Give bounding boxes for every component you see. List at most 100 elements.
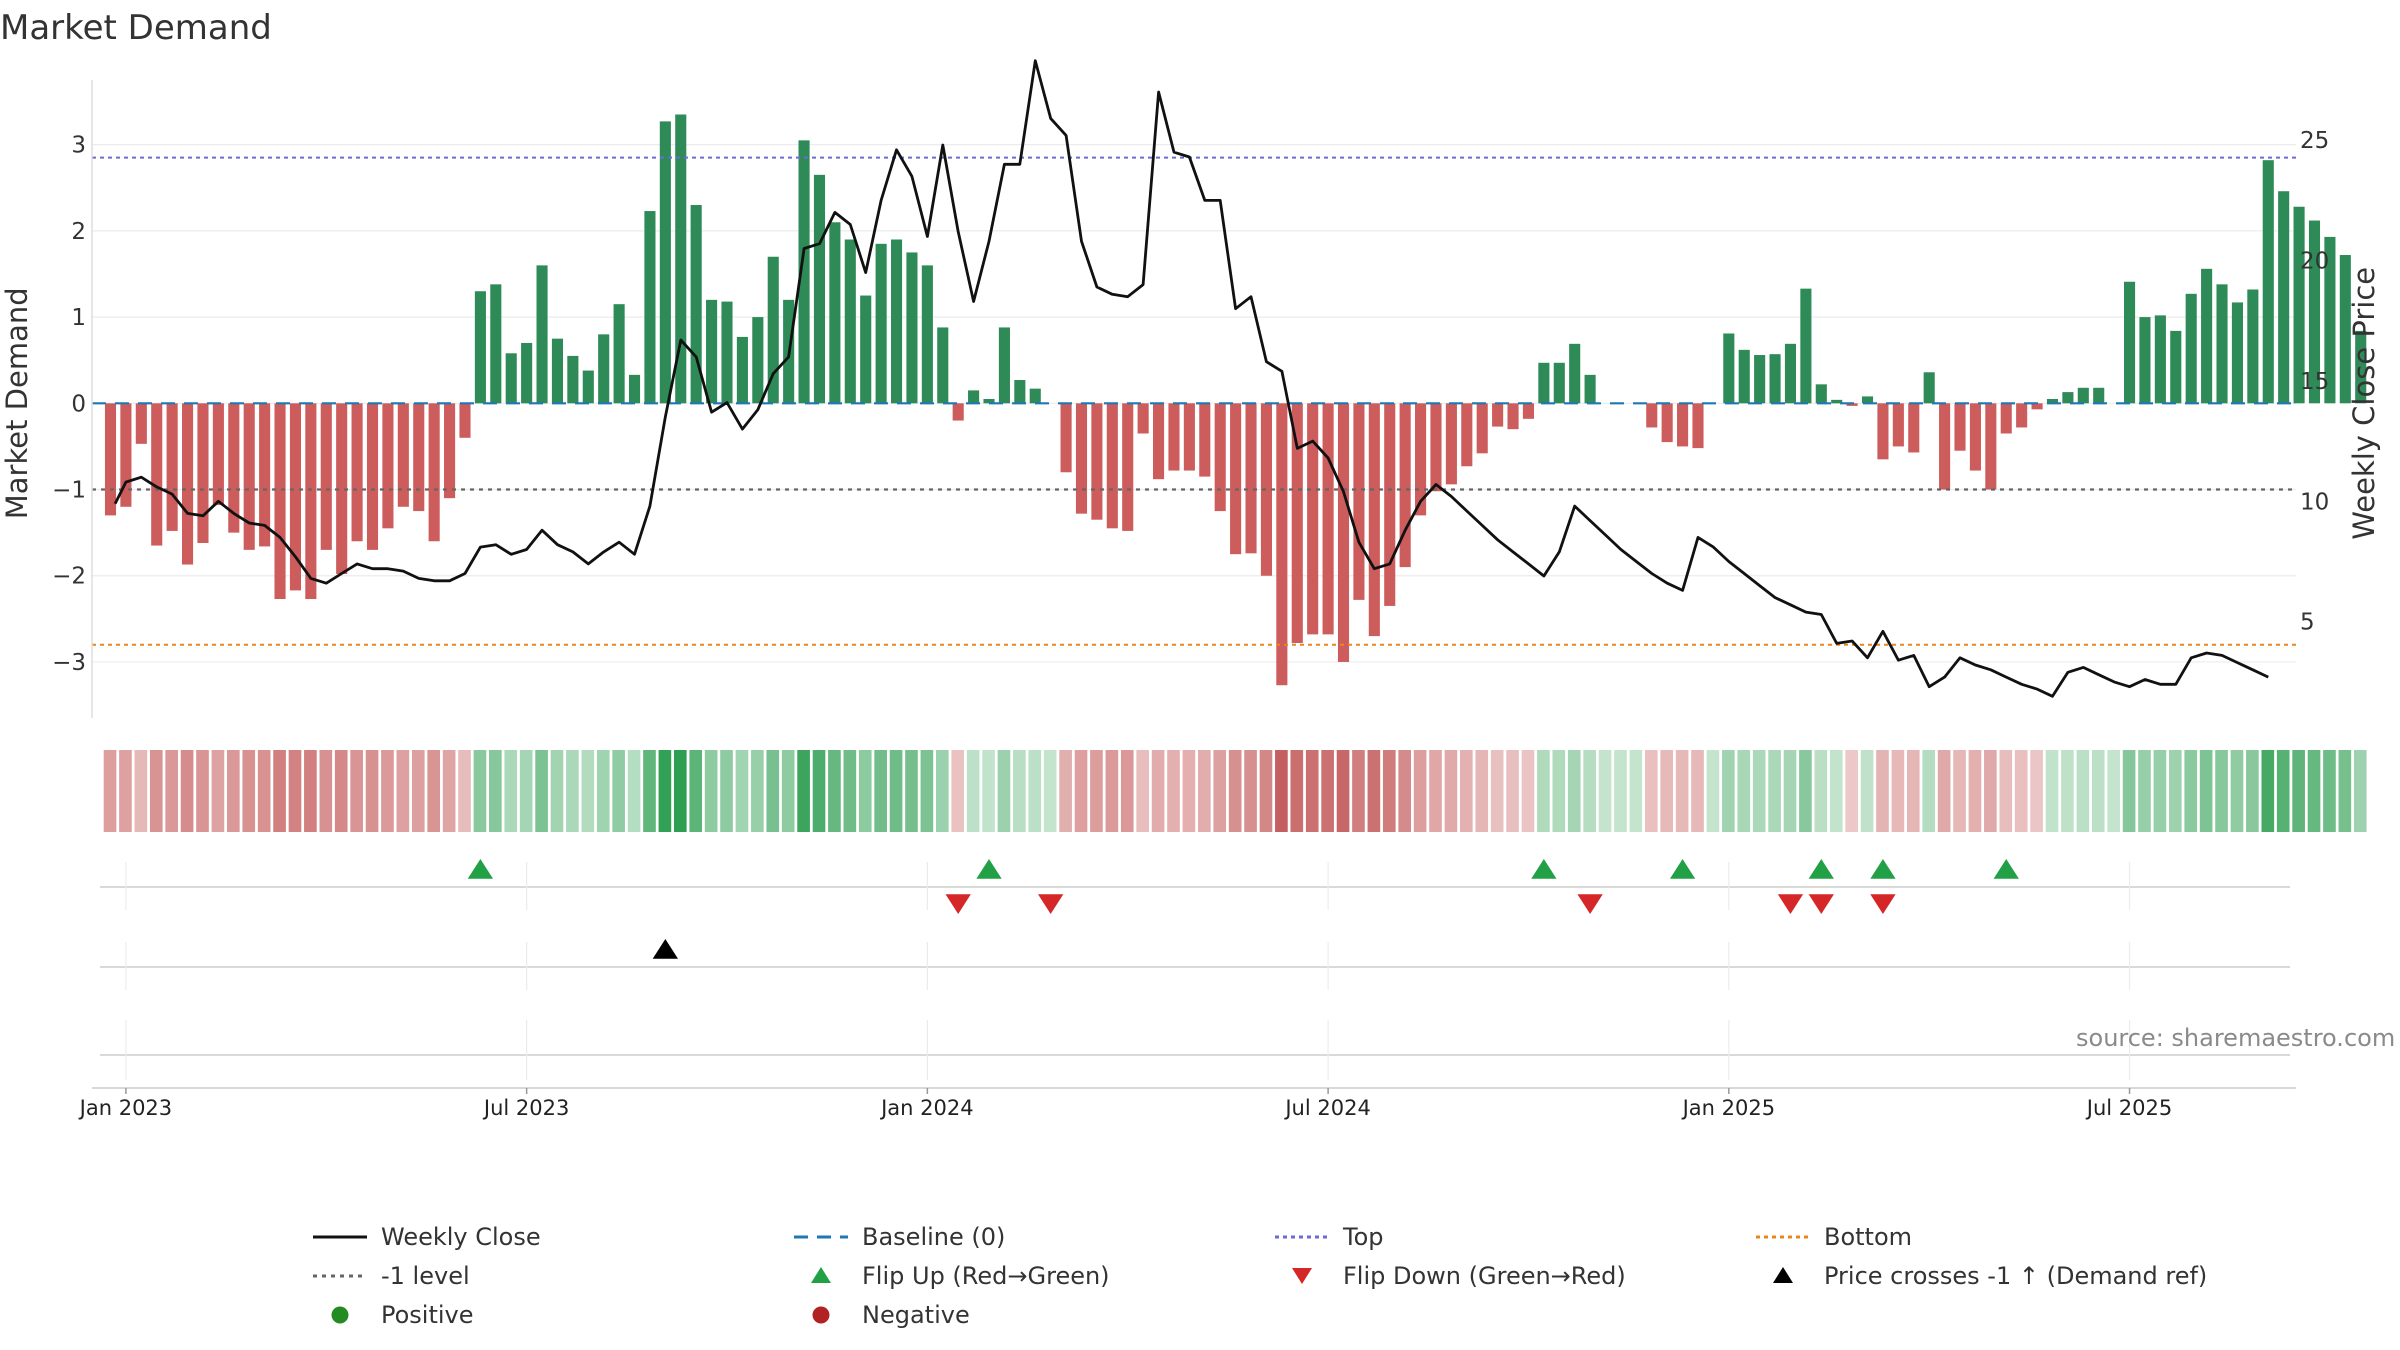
legend-swatch-bottom — [1748, 1220, 1814, 1254]
demand-bar-positive — [798, 140, 810, 404]
demand-bar-negative — [166, 403, 178, 531]
heat-strip-cell — [334, 750, 348, 832]
flip-up-marker — [1531, 859, 1557, 879]
demand-bars — [104, 114, 2367, 686]
demand-bar-positive — [767, 256, 779, 404]
heat-strip-cell — [1305, 750, 1319, 832]
heat-strip-cell — [704, 750, 718, 832]
demand-bar-negative — [289, 403, 301, 591]
legend-dot-sample — [331, 1306, 349, 1324]
demand-bar-positive — [2293, 206, 2305, 404]
demand-bar-negative — [1954, 403, 1966, 451]
heat-strip-cell — [951, 750, 965, 832]
flip-down-marker — [1777, 894, 1804, 914]
heat-strip-cell — [1043, 750, 1057, 832]
demand-bar-negative — [151, 403, 163, 546]
demand-bar-positive — [2278, 191, 2290, 404]
flip-up-marker — [1993, 859, 2019, 879]
heat-strip-cell — [1490, 750, 1504, 832]
demand-bar-negative — [1337, 403, 1350, 662]
legend-label-negative: Negative — [862, 1301, 970, 1329]
heat-strip-cell — [966, 750, 980, 832]
demand-bar-negative — [1322, 403, 1334, 635]
heat-strip-cell — [1999, 750, 2013, 832]
heat-strip-cell — [1629, 750, 1643, 832]
demand-bar-negative — [1091, 403, 1103, 520]
legend-swatch-flip-up — [786, 1259, 852, 1293]
demand-bar-negative — [259, 403, 271, 547]
demand-bar-positive — [521, 342, 533, 404]
heat-strip-cell — [2169, 750, 2182, 832]
heat-strip-cell — [1198, 750, 1211, 832]
legend-swatch-graphic — [811, 1267, 831, 1283]
heat-strip-cell — [211, 750, 225, 832]
heat-strip-cell — [365, 750, 379, 832]
demand-bar-negative — [228, 403, 240, 533]
chart-title: Market Demand — [0, 8, 272, 48]
heat-strip-cell — [1059, 750, 1072, 832]
flip-up-marker — [976, 859, 1002, 879]
demand-bar-positive — [598, 334, 610, 404]
heat-strip-cell — [2292, 750, 2305, 832]
y-tick-label: 3 — [71, 133, 86, 159]
heat-strip-cell — [2153, 750, 2167, 832]
y2-tick-label: 5 — [2300, 610, 2315, 636]
demand-bar-negative — [1260, 403, 1272, 576]
heat-strip-cell — [566, 750, 579, 832]
heat-strip-cell — [489, 750, 502, 832]
demand-bar-positive — [675, 114, 687, 404]
heat-strip-cell — [581, 750, 595, 832]
demand-bar-positive — [1738, 349, 1750, 404]
demand-bar-positive — [906, 252, 918, 404]
heat-strip-cell — [1013, 750, 1026, 832]
heat-strip-cell — [828, 750, 841, 832]
demand-bar-negative — [1368, 403, 1380, 637]
legend-swatch-graphic — [1292, 1268, 1312, 1284]
demand-bar-negative — [952, 403, 964, 421]
flip-up-marker — [467, 859, 494, 879]
heat-strip-cell — [1799, 750, 1812, 832]
demand-bar-negative — [1291, 403, 1303, 643]
heat-strip-cell — [1259, 750, 1273, 832]
demand-bar-negative — [1939, 403, 1951, 490]
demand-bar-negative — [1075, 403, 1088, 514]
legend-item-negative: Negative — [786, 1298, 970, 1332]
heat-strip-cell — [2184, 750, 2198, 832]
heat-strip-cell — [1336, 750, 1350, 832]
heat-strip-cell — [982, 750, 995, 832]
heat-strip-cell — [1213, 750, 1227, 832]
demand-bar-positive — [1800, 288, 1812, 404]
demand-bar-negative — [1969, 403, 1981, 471]
demand-bar-negative — [1677, 403, 1689, 447]
x-tick-label: Jul 2025 — [2085, 1096, 2172, 1120]
heat-strip-cell — [2215, 750, 2228, 832]
legend-label-flip-down: Flip Down (Green→Red) — [1343, 1262, 1626, 1290]
demand-bar-negative — [1230, 403, 1242, 555]
heat-strip-cell — [905, 750, 918, 832]
demand-bar-negative — [397, 403, 409, 507]
heat-strip-cell — [643, 750, 656, 832]
demand-bar-positive — [1584, 374, 1596, 404]
heat-strip-cell — [319, 750, 333, 832]
demand-bar-negative — [135, 403, 147, 444]
legend-swatch-graphic — [313, 1235, 367, 1239]
heat-strip-cell — [1521, 750, 1535, 832]
demand-bar-positive — [829, 222, 841, 404]
demand-bar-negative — [428, 403, 440, 542]
y-tick-label: 2 — [71, 219, 86, 245]
demand-bar-negative — [1245, 403, 1257, 554]
heat-strip-cell — [1675, 750, 1689, 832]
legend-label-bottom: Bottom — [1824, 1223, 1913, 1251]
heat-strip-cell — [1691, 750, 1704, 832]
heat-strip-cell — [1352, 750, 1365, 832]
demand-bar-negative — [320, 403, 332, 550]
heat-strip-cell — [1722, 750, 1735, 832]
demand-bar-positive — [968, 390, 980, 404]
heat-strip-cell — [458, 750, 471, 832]
heat-strip-cell — [1105, 750, 1119, 832]
demand-bar-positive — [2077, 387, 2089, 404]
heat-strip-cell — [797, 750, 810, 832]
demand-bar-negative — [1183, 403, 1195, 471]
legend-swatch-graphic — [1773, 1267, 1793, 1283]
demand-bar-negative — [1492, 403, 1504, 427]
